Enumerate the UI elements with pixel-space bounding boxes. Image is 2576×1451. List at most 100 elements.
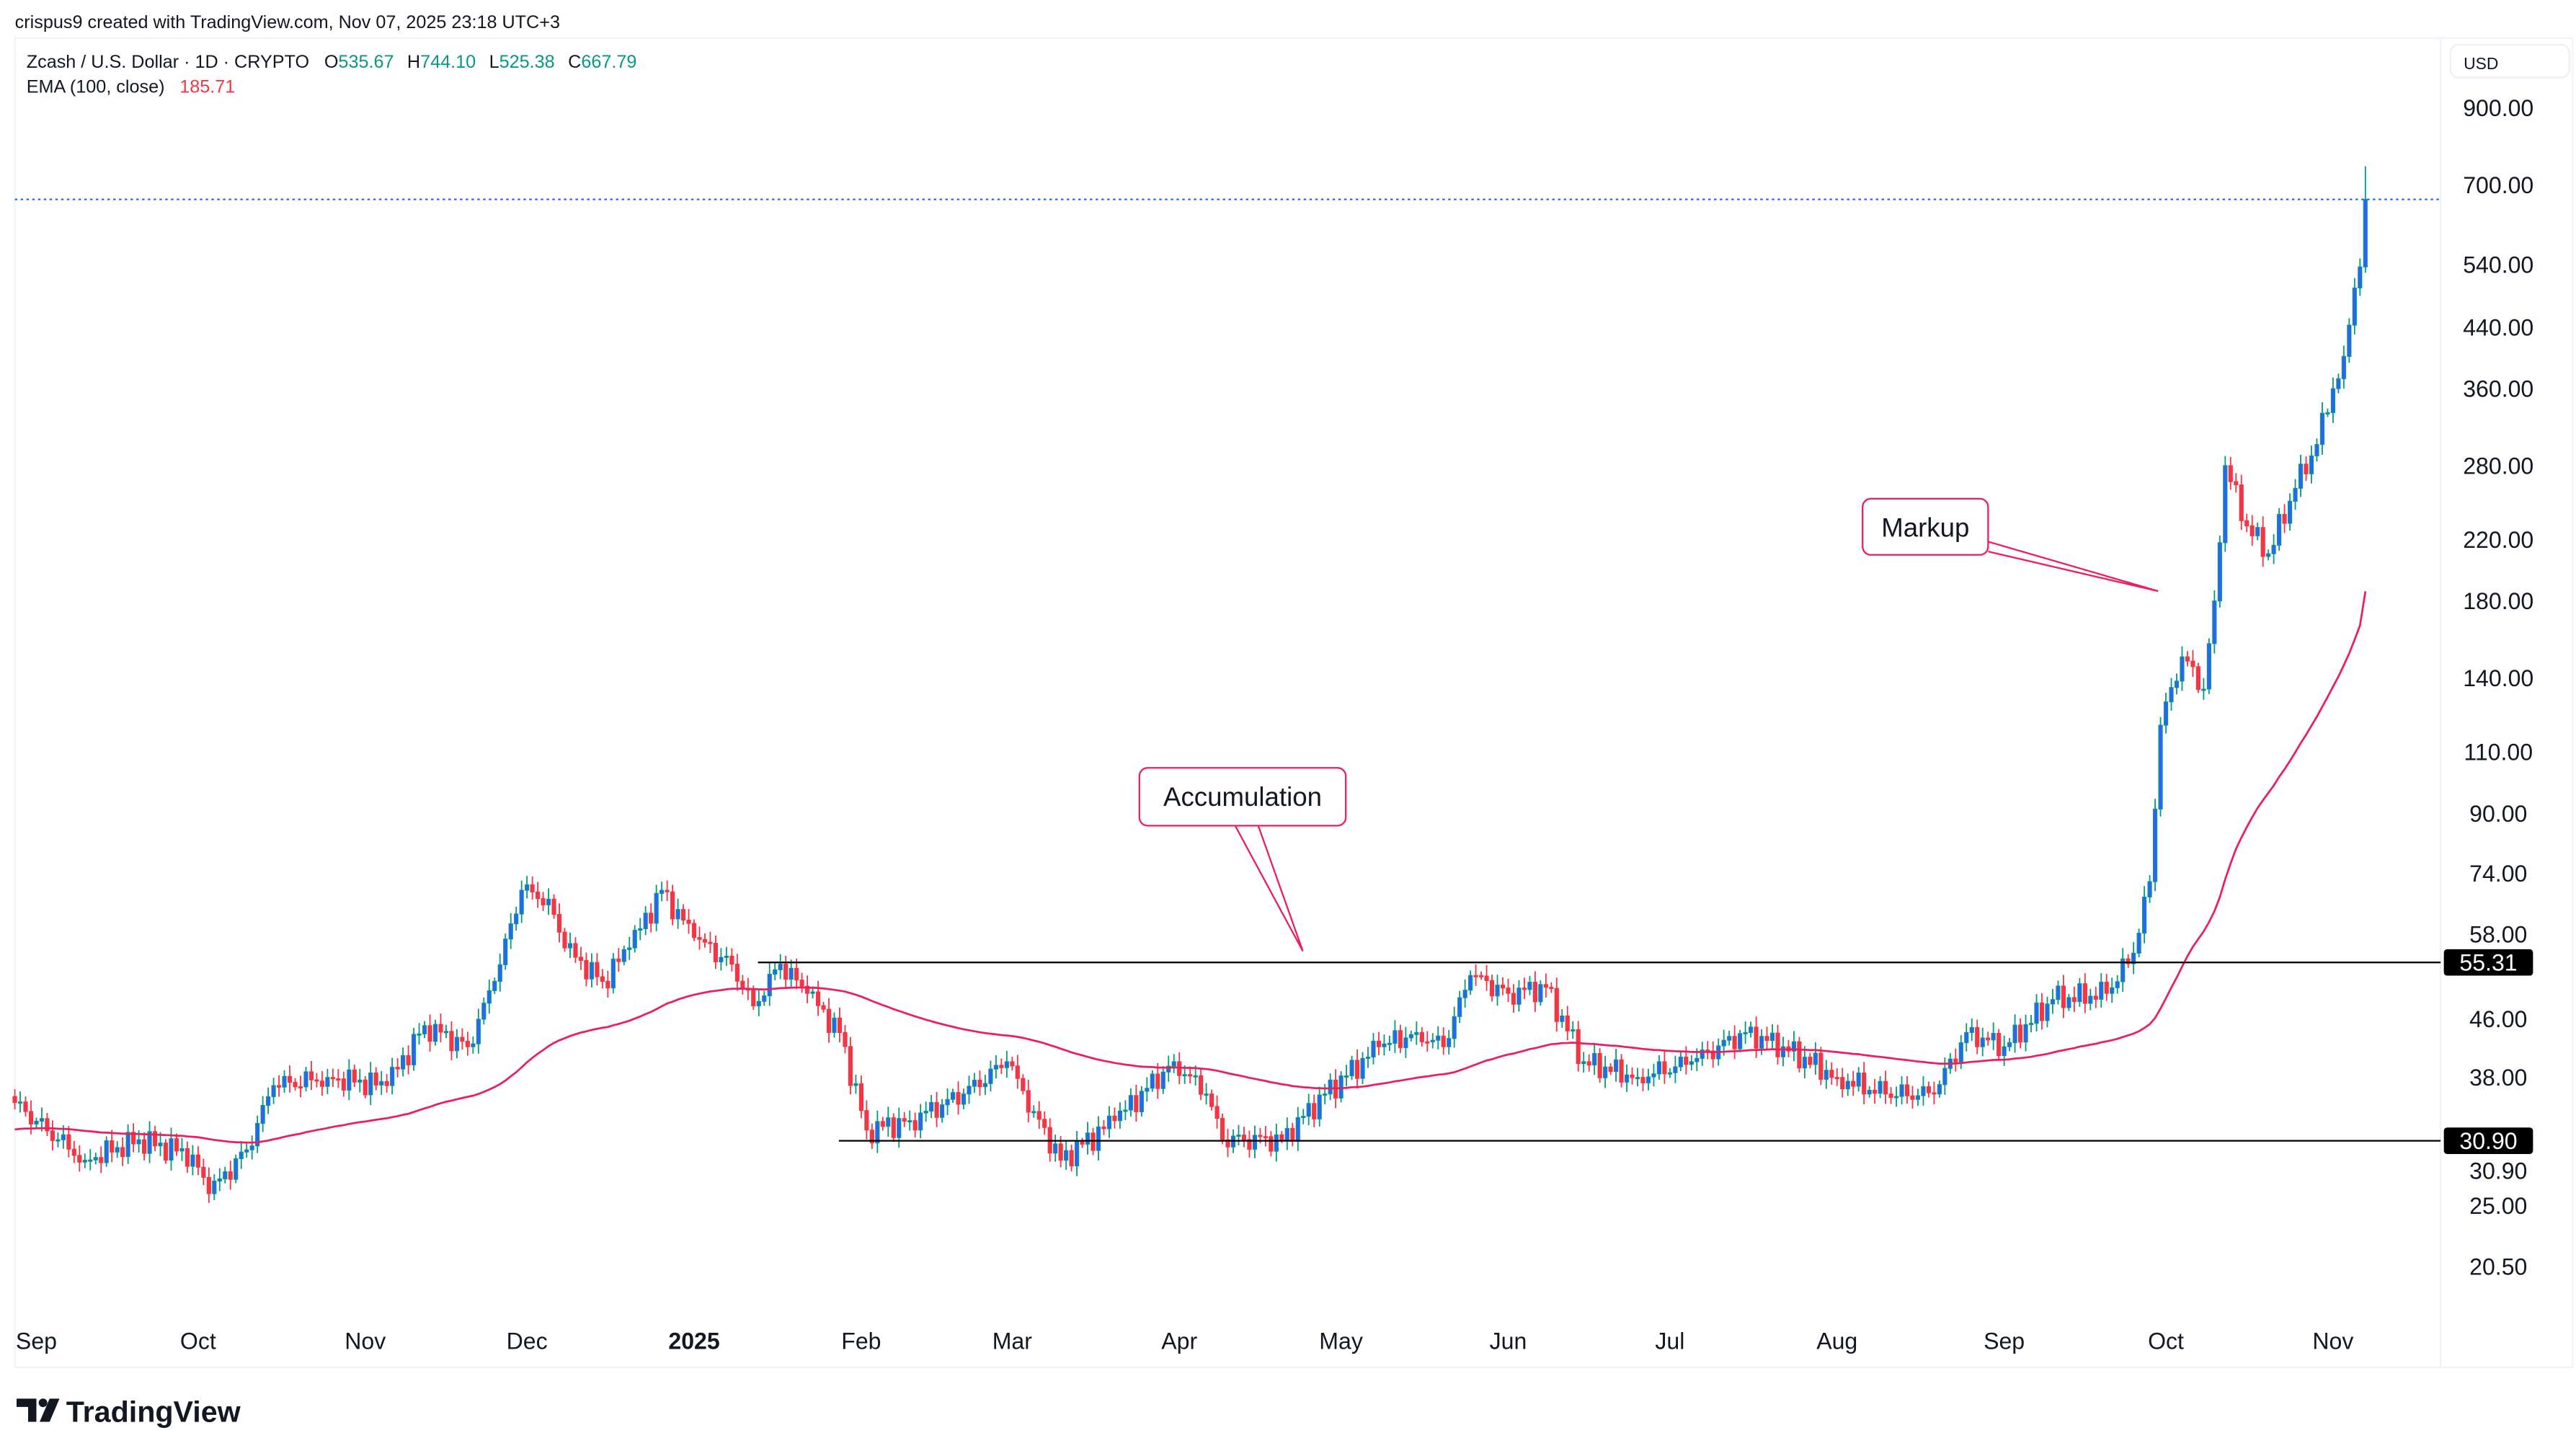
candle-body — [1921, 1086, 1926, 1096]
candle-down — [1134, 1084, 1139, 1122]
low-label: L — [489, 52, 499, 72]
candle-body — [12, 1096, 17, 1104]
candle-body — [1695, 1057, 1700, 1062]
candle-body — [697, 937, 702, 940]
candle-body — [1419, 1031, 1424, 1042]
candle-down — [1543, 973, 1548, 998]
time-tick-label: Jun — [1490, 1328, 1527, 1354]
candle-up — [638, 918, 643, 941]
candle-up — [239, 1141, 244, 1169]
price-tick-label: 58.00 — [2469, 922, 2527, 948]
candle-down — [649, 903, 654, 933]
candle-down — [869, 1123, 874, 1149]
candle-up — [357, 1068, 363, 1093]
candle-down — [686, 909, 691, 934]
candle-up — [1457, 990, 1462, 1024]
currency-button[interactable]: USD — [2449, 43, 2570, 79]
tradingview-logo-text: TradingView — [66, 1395, 241, 1428]
candle-body — [77, 1155, 82, 1163]
candle-up — [2217, 535, 2222, 608]
accumulation-callout[interactable]: Accumulation — [1138, 767, 1347, 952]
candle-body — [1953, 1058, 1958, 1062]
candle-body — [864, 1110, 869, 1131]
candle-body — [1112, 1115, 1117, 1122]
candle-body — [670, 891, 675, 920]
candle-body — [2017, 1024, 2023, 1043]
candle-body — [2195, 666, 2201, 691]
candle-down — [66, 1126, 71, 1158]
candle-body — [1134, 1095, 1139, 1112]
price-axis[interactable]: 900.00 700.00 540.00 440.00 360.00 280.00 220.… — [2463, 95, 2533, 1279]
candle-body — [503, 939, 508, 965]
candle-body — [1516, 988, 1522, 1005]
candle-up — [1171, 1054, 1176, 1073]
candle-down — [228, 1161, 233, 1190]
price-tick-label: 220.00 — [2463, 527, 2533, 553]
candle-body — [71, 1148, 76, 1156]
candle-body — [2271, 544, 2276, 554]
time-axis[interactable]: Sep Oct Nov Dec 2025 Feb Mar Apr May Jun Jul Aug Sep… — [16, 1328, 2353, 1354]
candle-up — [2099, 973, 2104, 1008]
candle-body — [773, 969, 778, 975]
candle-up — [347, 1059, 352, 1101]
price-tick-label: 440.00 — [2463, 314, 2533, 340]
candle-body — [1101, 1126, 1106, 1130]
candle-down — [1199, 1069, 1204, 1101]
candle-body — [1252, 1135, 1258, 1150]
candle-down — [573, 937, 578, 963]
candle-body — [1592, 1052, 1597, 1066]
candle-body — [131, 1132, 136, 1145]
candle-down — [1042, 1111, 1047, 1135]
markup-callout[interactable]: Markup — [1862, 497, 2159, 593]
candle-body — [147, 1131, 152, 1154]
candle-body — [1209, 1093, 1214, 1107]
candle-body — [1769, 1032, 1775, 1042]
candle-down — [1473, 964, 1478, 986]
candle-down — [314, 1073, 319, 1088]
candle-body — [2012, 1024, 2017, 1044]
candle-up — [1403, 1026, 1408, 1058]
candle-down — [1705, 1041, 1710, 1060]
candles — [12, 166, 2368, 1203]
candle-up — [417, 1023, 422, 1045]
candle-down — [794, 958, 799, 990]
candle-down — [999, 1058, 1004, 1074]
candle-body — [2255, 527, 2260, 536]
candle-up — [1360, 1052, 1365, 1085]
candle-up — [2314, 438, 2319, 462]
candle-up — [1624, 1064, 1630, 1092]
candle-body — [789, 967, 794, 980]
candle-down — [1834, 1068, 1839, 1086]
candle-body — [1754, 1026, 1759, 1049]
candle-body — [45, 1118, 50, 1132]
candle-body — [174, 1138, 179, 1152]
tradingview-logo[interactable]: TradingView — [16, 1395, 241, 1428]
candle-body — [2082, 983, 2087, 1004]
candle-down — [1478, 971, 1484, 980]
candle-body — [2050, 999, 2056, 1005]
candle-body — [2007, 1042, 2012, 1047]
candle-down — [1764, 1026, 1769, 1050]
candle-body — [282, 1075, 287, 1088]
candle-down — [449, 1021, 454, 1060]
high-label: H — [407, 52, 420, 72]
candle-down — [2093, 986, 2098, 1008]
price-tick-label: 540.00 — [2463, 252, 2533, 278]
candle-down — [1263, 1126, 1268, 1147]
candle-body — [1010, 1061, 1015, 1067]
candle-body — [422, 1025, 427, 1034]
candle-up — [1613, 1049, 1619, 1082]
candle-body — [1721, 1039, 1726, 1047]
candle-down — [363, 1075, 368, 1099]
candle-up — [1166, 1055, 1171, 1082]
candle-down — [1188, 1066, 1193, 1084]
candle-body — [751, 989, 756, 1007]
candle-up — [2110, 977, 2115, 1003]
candle-body — [1155, 1073, 1160, 1089]
candle-body — [1150, 1073, 1155, 1089]
candle-up — [1328, 1073, 1333, 1101]
candle-up — [1969, 1018, 1974, 1042]
candle-body — [190, 1154, 195, 1167]
candle-body — [2158, 724, 2163, 809]
candle-up — [1560, 1009, 1565, 1028]
